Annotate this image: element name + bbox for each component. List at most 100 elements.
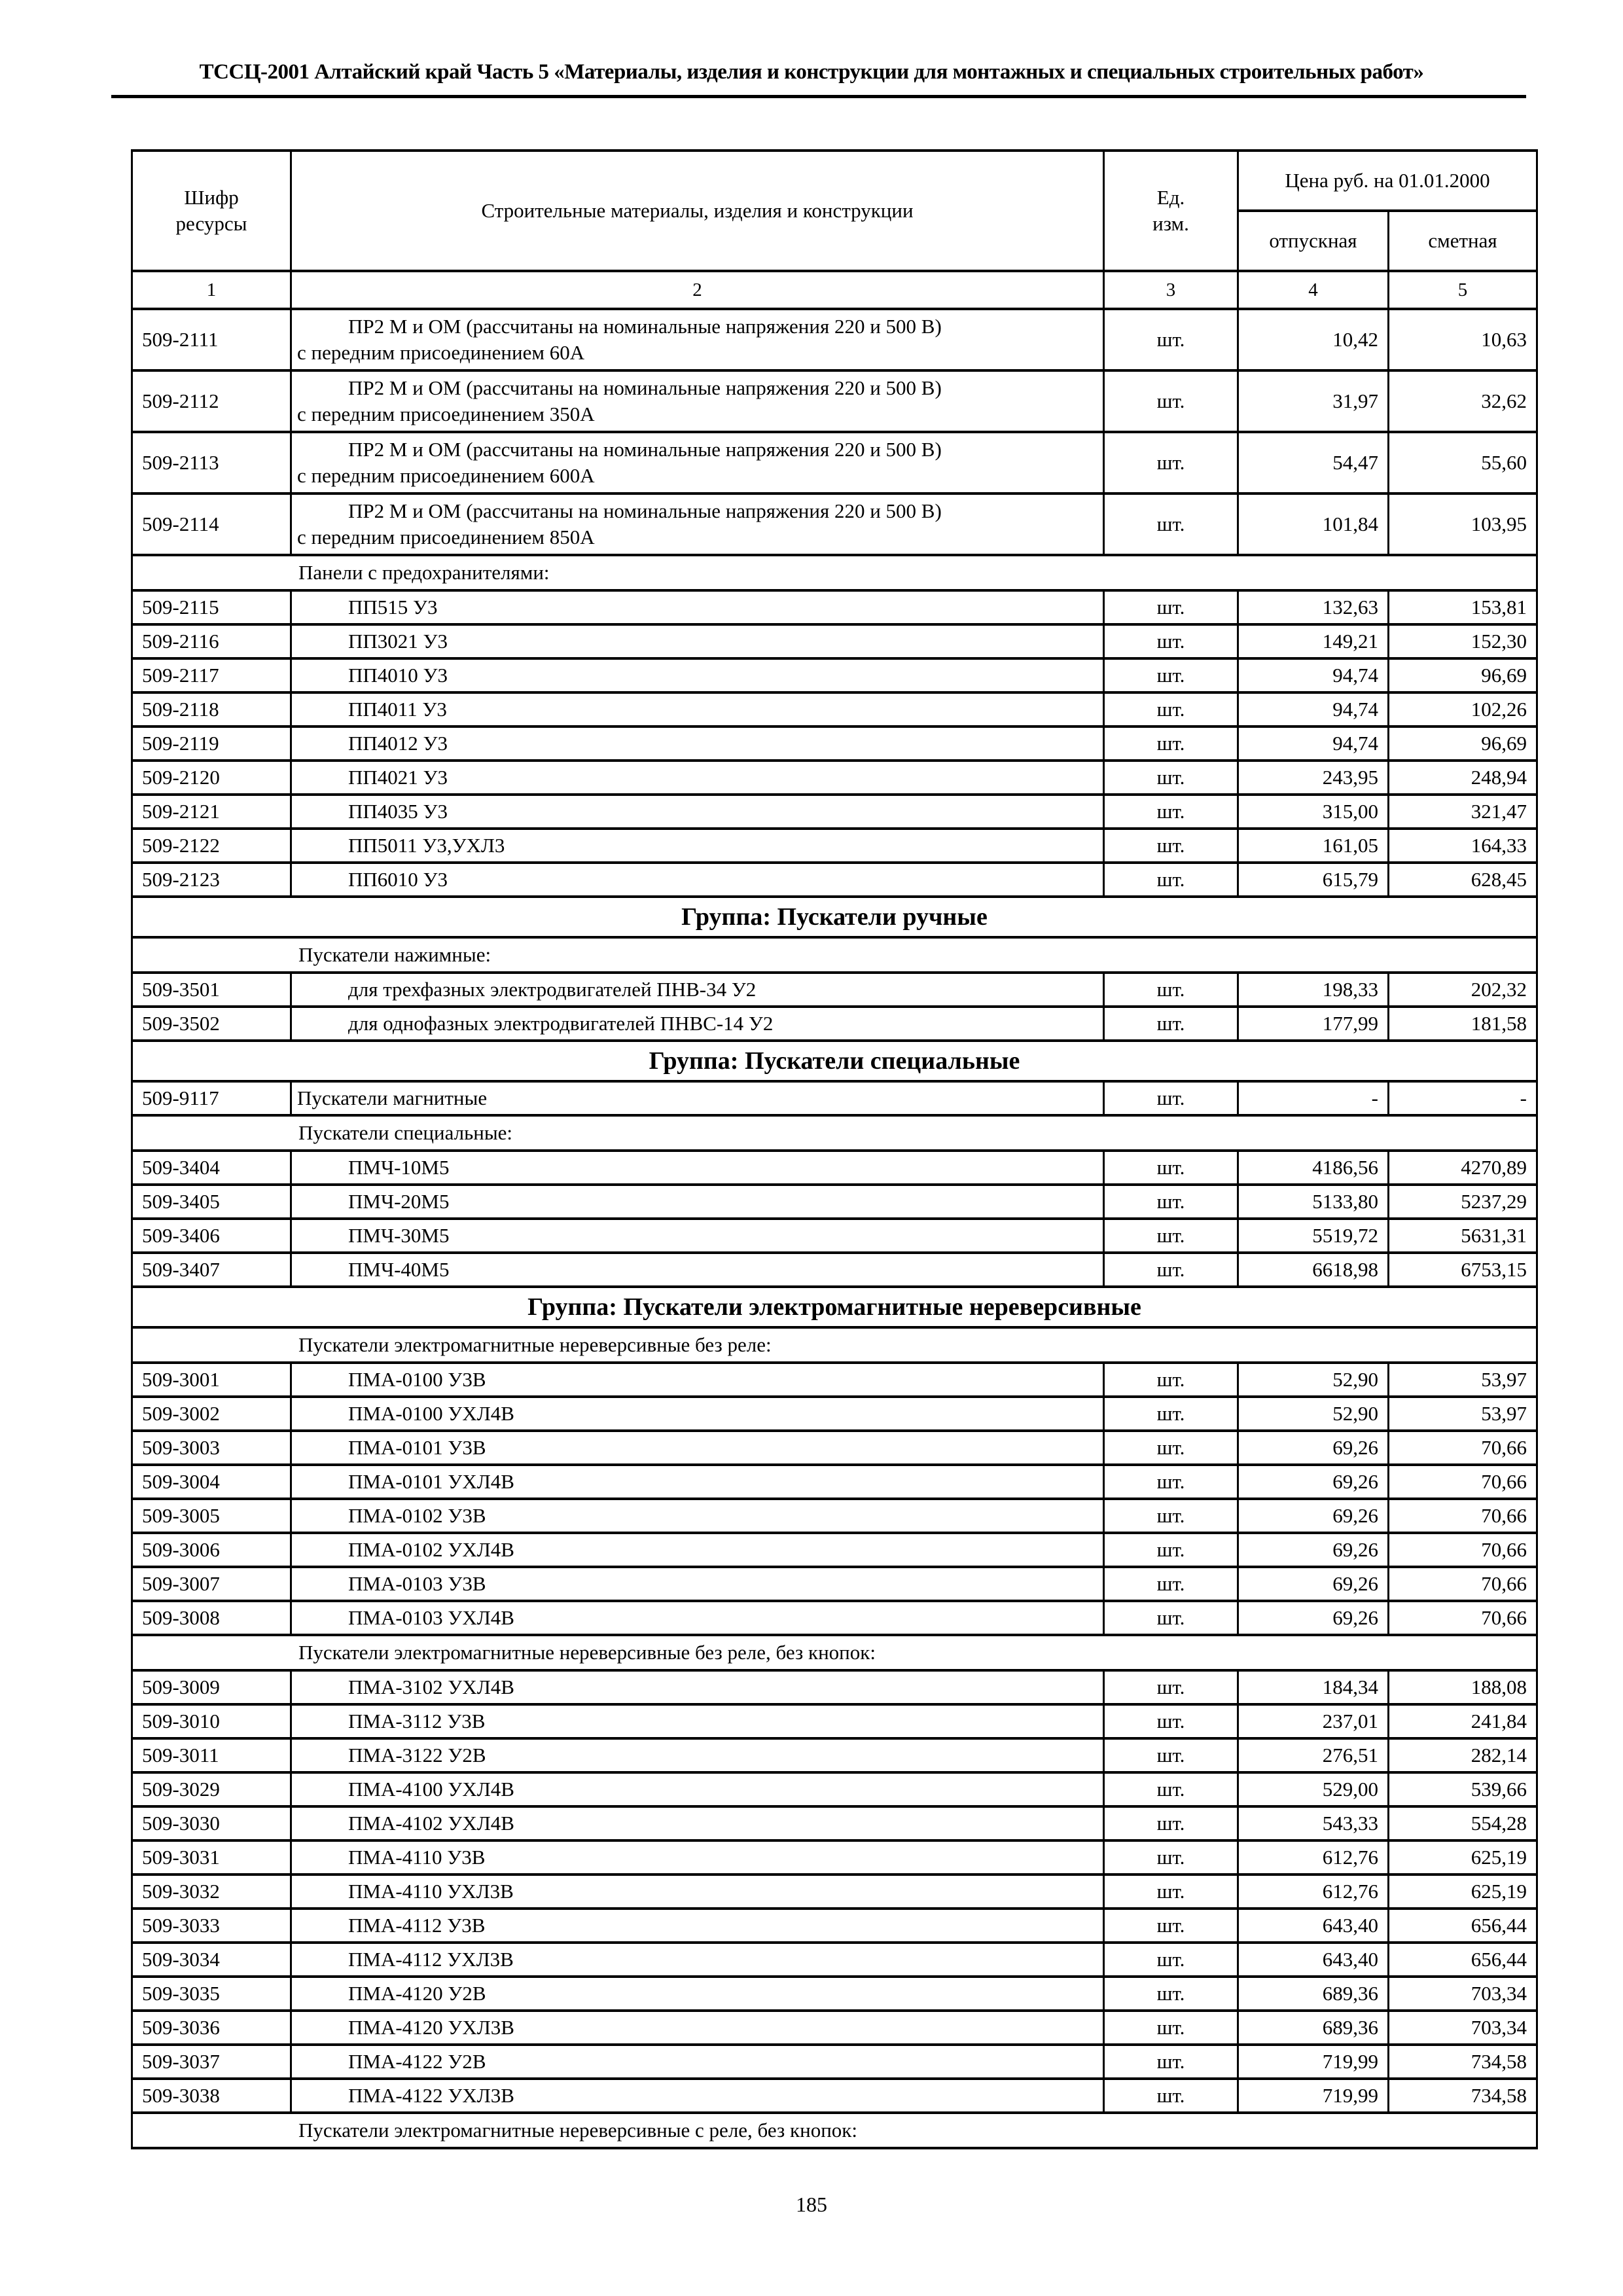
- column-number-5: 5: [1387, 270, 1538, 310]
- group-header-row: Группа: Пускатели ручные: [131, 895, 1538, 939]
- resource-code-cell: 509-3406: [131, 1217, 292, 1254]
- unit-cell: шт.: [1103, 793, 1239, 830]
- price-estimate-cell: 282,14: [1387, 1737, 1538, 1774]
- table-row: 509-2119 ПП4012 У3 шт. 94,74 96,69: [131, 725, 1538, 762]
- table-header-row: Шифр ресурсы Строительные материалы, изд…: [131, 149, 1538, 272]
- unit-cell: шт.: [1103, 369, 1239, 433]
- table-row: 509-3404 ПМЧ-10М5 шт. 4186,56 4270,89: [131, 1149, 1538, 1186]
- material-name-cell: ПР2 М и ОМ (рассчитаны на номинальные на…: [290, 369, 1105, 433]
- table-row: 509-2113 ПР2 М и ОМ (рассчитаны на номина…: [131, 431, 1538, 495]
- resource-code-cell: 509-3035: [131, 1975, 292, 2012]
- table-row: 509-3038 ПМА-4122 УХЛ3В шт. 719,99 734,58: [131, 2077, 1538, 2114]
- column-header-code-line2: ресурсы: [175, 212, 247, 235]
- material-name-cell: Пускатели магнитные: [290, 1080, 1105, 1117]
- price-estimate-cell: 181,58: [1387, 1005, 1538, 1042]
- unit-cell: шт.: [1103, 308, 1239, 372]
- price-estimate-cell: 628,45: [1387, 861, 1538, 898]
- price-release-cell: 315,00: [1237, 793, 1389, 830]
- price-release-cell: 529,00: [1237, 1771, 1389, 1808]
- unit-cell: шт.: [1103, 1217, 1239, 1254]
- table-row: 509-3010 ПМА-3112 У3В шт. 237,01 241,84: [131, 1703, 1538, 1740]
- price-estimate-cell: 188,08: [1387, 1669, 1538, 1706]
- table-row: 509-3036 ПМА-4120 УХЛ3В шт. 689,36 703,34: [131, 2009, 1538, 2046]
- unit-cell: шт.: [1103, 1839, 1239, 1876]
- material-name-cell: ПМЧ-40М5: [290, 1251, 1105, 1288]
- material-name-cell: ПМА-0103 УХЛ4В: [290, 1600, 1105, 1636]
- table-row: 509-3035 ПМА-4120 У2В шт. 689,36 703,34: [131, 1975, 1538, 2012]
- unit-cell: шт.: [1103, 1941, 1239, 1978]
- price-release-cell: 94,74: [1237, 725, 1389, 762]
- subsection-label: Пускатели специальные:: [131, 1114, 1538, 1152]
- column-header-unit-line2: изм.: [1152, 212, 1189, 235]
- price-estimate-cell: 102,26: [1387, 691, 1538, 728]
- group-header-label: Группа: Пускатели ручные: [131, 895, 1538, 939]
- unit-cell: шт.: [1103, 691, 1239, 728]
- table-header: Шифр ресурсы Строительные материалы, изд…: [131, 149, 1538, 310]
- price-estimate-cell: 53,97: [1387, 1361, 1538, 1398]
- table-row: 509-3407 ПМЧ-40М5 шт. 6618,98 6753,15: [131, 1251, 1538, 1288]
- material-name-cell: ПМА-0100 У3В: [290, 1361, 1105, 1398]
- price-estimate-cell: -: [1387, 1080, 1538, 1117]
- unit-cell: шт.: [1103, 657, 1239, 694]
- column-header-price-estimate: сметная: [1387, 209, 1538, 272]
- price-release-cell: 69,26: [1237, 1532, 1389, 1568]
- price-release-cell: -: [1237, 1080, 1389, 1117]
- price-estimate-cell: 70,66: [1387, 1600, 1538, 1636]
- price-estimate-cell: 70,66: [1387, 1532, 1538, 1568]
- table-row: 509-3030 ПМА-4102 УХЛ4В шт. 543,33 554,28: [131, 1805, 1538, 1842]
- price-release-cell: 719,99: [1237, 2077, 1389, 2114]
- price-estimate-cell: 55,60: [1387, 431, 1538, 495]
- table-row: 509-3033 ПМА-4112 У3В шт. 643,40 656,44: [131, 1907, 1538, 1944]
- resource-code-cell: 509-3405: [131, 1183, 292, 1220]
- unit-cell: шт.: [1103, 1703, 1239, 1740]
- resource-code-cell: 509-2119: [131, 725, 292, 762]
- price-release-cell: 184,34: [1237, 1669, 1389, 1706]
- price-estimate-cell: 554,28: [1387, 1805, 1538, 1842]
- price-estimate-cell: 734,58: [1387, 2077, 1538, 2114]
- price-estimate-cell: 103,95: [1387, 492, 1538, 556]
- unit-cell: шт.: [1103, 1907, 1239, 1944]
- material-name-cell: ПМА-0100 УХЛ4В: [290, 1395, 1105, 1432]
- price-release-cell: 94,74: [1237, 657, 1389, 694]
- price-estimate-cell: 202,32: [1387, 971, 1538, 1008]
- material-name-cell: ПР2 М и ОМ (рассчитаны на номинальные на…: [290, 492, 1105, 556]
- table-row: 509-3009 ПМА-3102 УХЛ4В шт. 184,34 188,08: [131, 1669, 1538, 1706]
- material-name-cell: ПМА-4112 УХЛ3В: [290, 1941, 1105, 1978]
- column-header-code-line1: Шифр: [184, 186, 239, 209]
- material-name-cell: ПМА-3122 У2В: [290, 1737, 1105, 1774]
- table-row: 509-2122 ПП5011 У3,УХЛ3 шт. 161,05 164,33: [131, 827, 1538, 864]
- table-row: 509-2112 ПР2 М и ОМ (рассчитаны на номина…: [131, 369, 1538, 433]
- unit-cell: шт.: [1103, 1600, 1239, 1636]
- price-estimate-cell: 703,34: [1387, 1975, 1538, 2012]
- material-name-cell: ПП4011 У3: [290, 691, 1105, 728]
- table-row: 509-3001 ПМА-0100 У3В шт. 52,90 53,97: [131, 1361, 1538, 1398]
- table-row: 509-2120 ПП4021 У3 шт. 243,95 248,94: [131, 759, 1538, 796]
- price-release-cell: 237,01: [1237, 1703, 1389, 1740]
- unit-cell: шт.: [1103, 971, 1239, 1008]
- table-row: 509-3501 для трехфазных электродвигателей…: [131, 971, 1538, 1008]
- price-release-cell: 149,21: [1237, 623, 1389, 660]
- material-name-cell: ПМА-4122 УХЛ3В: [290, 2077, 1105, 2114]
- price-release-cell: 198,33: [1237, 971, 1389, 1008]
- price-estimate-cell: 656,44: [1387, 1907, 1538, 1944]
- table-row: 509-2117 ПП4010 У3 шт. 94,74 96,69: [131, 657, 1538, 694]
- table-row: 509-2123 ПП6010 У3 шт. 615,79 628,45: [131, 861, 1538, 898]
- table-row: 509-3011 ПМА-3122 У2В шт. 276,51 282,14: [131, 1737, 1538, 1774]
- resource-code-cell: 509-3008: [131, 1600, 292, 1636]
- resource-code-cell: 509-3007: [131, 1566, 292, 1602]
- resource-code-cell: 509-3031: [131, 1839, 292, 1876]
- resource-code-cell: 509-2121: [131, 793, 292, 830]
- price-estimate-cell: 70,66: [1387, 1463, 1538, 1500]
- unit-cell: шт.: [1103, 2043, 1239, 2080]
- price-estimate-cell: 656,44: [1387, 1941, 1538, 1978]
- table-row: 509-3005 ПМА-0102 У3В шт. 69,26 70,66: [131, 1498, 1538, 1534]
- table-row: 509-3004 ПМА-0101 УХЛ4В шт. 69,26 70,66: [131, 1463, 1538, 1500]
- unit-cell: шт.: [1103, 1566, 1239, 1602]
- price-estimate-cell: 4270,89: [1387, 1149, 1538, 1186]
- subsection-label: Пускатели электромагнитные нереверсивные…: [131, 1634, 1538, 1672]
- table-row: 509-2115 ПП515 У3 шт. 132,63 153,81: [131, 589, 1538, 626]
- material-name-cell: ПМА-0102 У3В: [290, 1498, 1105, 1534]
- unit-cell: шт.: [1103, 623, 1239, 660]
- price-release-cell: 643,40: [1237, 1907, 1389, 1944]
- unit-cell: шт.: [1103, 492, 1239, 556]
